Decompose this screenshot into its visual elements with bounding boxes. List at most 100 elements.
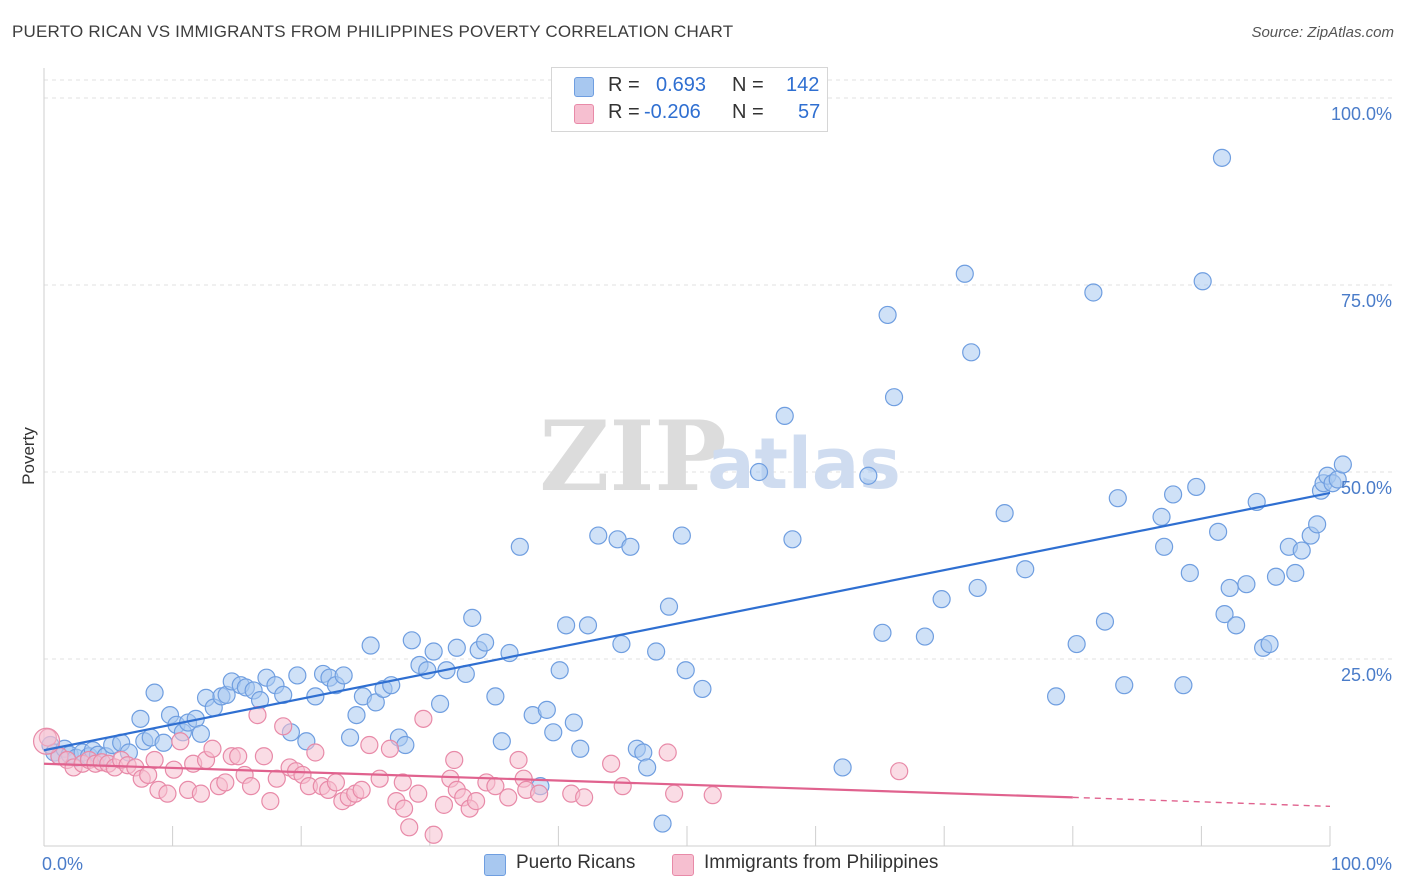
data-point xyxy=(340,728,360,747)
data-point xyxy=(380,739,400,758)
data-point xyxy=(154,733,173,752)
data-point xyxy=(833,758,852,777)
data-point xyxy=(703,786,722,805)
data-point xyxy=(1333,455,1352,474)
data-point xyxy=(1292,541,1311,560)
data-point xyxy=(366,693,385,712)
watermark: ZIP atlas xyxy=(539,400,900,513)
data-point xyxy=(1209,522,1228,541)
data-point xyxy=(1152,507,1171,526)
data-point xyxy=(463,608,482,627)
data-point xyxy=(424,825,443,844)
data-point xyxy=(261,792,280,811)
data-point xyxy=(612,634,631,654)
data-point xyxy=(1174,676,1193,695)
data-point xyxy=(647,642,666,661)
data-point xyxy=(859,466,878,485)
x-tick-label: 100.0% xyxy=(1331,854,1392,874)
data-point xyxy=(968,578,987,598)
bottom-legend-label: Immigrants from Philippines xyxy=(704,852,939,873)
data-point xyxy=(1084,283,1103,302)
legend: R = 0.693 N = 142 R = -0.206 N = 57 xyxy=(551,67,828,132)
data-point xyxy=(550,661,569,680)
trend-line-philippines xyxy=(43,762,1073,799)
data-point xyxy=(393,773,412,792)
data-point xyxy=(634,743,653,762)
data-point xyxy=(1237,575,1256,594)
data-point xyxy=(509,750,528,770)
legend-n-label: N = xyxy=(732,74,764,96)
data-point xyxy=(414,709,433,728)
data-point xyxy=(203,739,222,758)
data-point xyxy=(424,642,443,661)
data-point xyxy=(1180,563,1199,583)
chart-title: PUERTO RICAN VS IMMIGRANTS FROM PHILIPPI… xyxy=(12,22,734,41)
data-point xyxy=(638,758,657,777)
data-point xyxy=(1187,477,1206,497)
data-point xyxy=(430,694,450,713)
data-point xyxy=(274,717,293,736)
data-point xyxy=(571,739,590,758)
data-point xyxy=(306,743,325,762)
data-point xyxy=(434,795,454,814)
data-point xyxy=(145,750,164,770)
data-point xyxy=(38,728,57,747)
data-point xyxy=(466,792,486,811)
y-axis-label: Poverty xyxy=(19,427,38,485)
data-point xyxy=(171,732,190,751)
legend-swatch-pink xyxy=(574,104,594,124)
y-tick-label: 25.0% xyxy=(1341,665,1392,685)
data-point xyxy=(288,666,307,685)
data-point xyxy=(1164,485,1183,504)
data-point xyxy=(878,305,897,325)
data-point xyxy=(621,537,640,556)
legend-r-value: -0.206 xyxy=(644,101,701,123)
data-point xyxy=(665,784,684,803)
data-point xyxy=(475,633,495,652)
y-tick-label: 100.0% xyxy=(1331,104,1392,124)
bottom-legend-label: Puerto Ricans xyxy=(516,852,636,873)
data-point xyxy=(693,679,712,699)
data-point xyxy=(164,760,183,779)
x-tick-label: 0.0% xyxy=(42,854,83,874)
data-point xyxy=(1115,676,1134,695)
data-point xyxy=(962,343,981,362)
data-point xyxy=(564,713,583,732)
data-point xyxy=(418,661,437,680)
data-point xyxy=(658,743,677,762)
data-point xyxy=(360,735,379,755)
data-point xyxy=(602,754,621,773)
data-point xyxy=(613,777,632,796)
data-point xyxy=(775,406,794,425)
data-point xyxy=(1308,515,1327,534)
data-point xyxy=(1215,605,1234,624)
watermark-zip: ZIP xyxy=(539,400,726,513)
data-point xyxy=(370,769,389,788)
data-point xyxy=(578,616,598,635)
data-point xyxy=(191,784,210,803)
data-point xyxy=(326,773,346,792)
data-point xyxy=(158,784,177,803)
legend-n-value: 57 xyxy=(798,101,821,123)
data-point xyxy=(486,687,505,706)
data-point xyxy=(1212,148,1232,167)
data-point xyxy=(749,462,769,482)
data-point xyxy=(676,661,695,680)
source-label: Source: ZipAtlas.com xyxy=(1251,24,1394,41)
data-point xyxy=(492,732,511,751)
data-point xyxy=(1193,272,1212,291)
data-point xyxy=(890,762,909,781)
data-point xyxy=(884,388,904,407)
trend-line-philippines-extension xyxy=(1072,796,1331,808)
data-point xyxy=(334,666,353,685)
data-point xyxy=(131,709,150,728)
data-point xyxy=(653,814,672,833)
bottom-swatch-blue xyxy=(484,854,506,876)
data-point xyxy=(544,723,563,742)
data-point xyxy=(409,784,428,803)
data-point xyxy=(915,627,935,646)
legend-n-value: 142 xyxy=(786,74,820,96)
data-point xyxy=(499,788,518,807)
data-point xyxy=(254,747,274,766)
